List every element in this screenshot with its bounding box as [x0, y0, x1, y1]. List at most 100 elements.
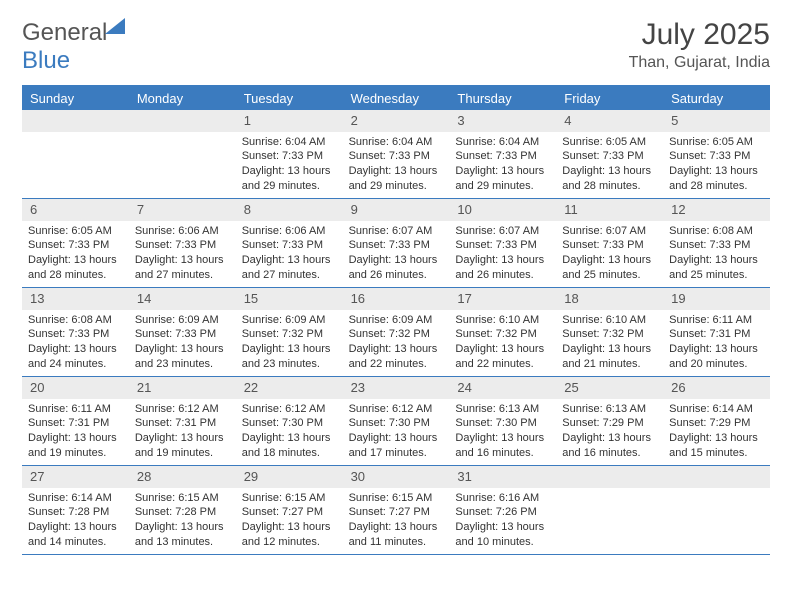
day-content: Sunrise: 6:15 AMSunset: 7:27 PMDaylight:… [236, 488, 343, 554]
day-number [556, 466, 663, 488]
day-number: 17 [449, 288, 556, 310]
calendar-week: 27Sunrise: 6:14 AMSunset: 7:28 PMDayligh… [22, 466, 770, 555]
day-header: Friday [556, 87, 663, 110]
day-number: 16 [343, 288, 450, 310]
day-number: 3 [449, 110, 556, 132]
calendar-day: 9Sunrise: 6:07 AMSunset: 7:33 PMDaylight… [343, 199, 450, 287]
calendar-day [556, 466, 663, 554]
day-number [22, 110, 129, 132]
day-header: Monday [129, 87, 236, 110]
day-content: Sunrise: 6:13 AMSunset: 7:29 PMDaylight:… [556, 399, 663, 465]
day-content: Sunrise: 6:12 AMSunset: 7:30 PMDaylight:… [236, 399, 343, 465]
calendar-day: 8Sunrise: 6:06 AMSunset: 7:33 PMDaylight… [236, 199, 343, 287]
logo: GeneralBlue [22, 18, 125, 75]
day-number: 23 [343, 377, 450, 399]
day-number: 31 [449, 466, 556, 488]
day-number: 15 [236, 288, 343, 310]
day-content: Sunrise: 6:14 AMSunset: 7:29 PMDaylight:… [663, 399, 770, 465]
day-content: Sunrise: 6:15 AMSunset: 7:28 PMDaylight:… [129, 488, 236, 554]
location-text: Than, Gujarat, India [629, 54, 770, 72]
calendar-day: 5Sunrise: 6:05 AMSunset: 7:33 PMDaylight… [663, 110, 770, 198]
day-content: Sunrise: 6:12 AMSunset: 7:31 PMDaylight:… [129, 399, 236, 465]
day-number: 9 [343, 199, 450, 221]
calendar-day: 4Sunrise: 6:05 AMSunset: 7:33 PMDaylight… [556, 110, 663, 198]
calendar-header-row: SundayMondayTuesdayWednesdayThursdayFrid… [22, 87, 770, 110]
day-number: 4 [556, 110, 663, 132]
day-number [663, 466, 770, 488]
calendar-week: 13Sunrise: 6:08 AMSunset: 7:33 PMDayligh… [22, 288, 770, 377]
day-header: Tuesday [236, 87, 343, 110]
logo-part2: Blue [22, 47, 70, 74]
calendar-day: 17Sunrise: 6:10 AMSunset: 7:32 PMDayligh… [449, 288, 556, 376]
day-number: 2 [343, 110, 450, 132]
day-number: 20 [22, 377, 129, 399]
day-number: 8 [236, 199, 343, 221]
day-number: 13 [22, 288, 129, 310]
day-number: 5 [663, 110, 770, 132]
day-number: 7 [129, 199, 236, 221]
day-header: Thursday [449, 87, 556, 110]
calendar-day: 14Sunrise: 6:09 AMSunset: 7:33 PMDayligh… [129, 288, 236, 376]
calendar-day: 16Sunrise: 6:09 AMSunset: 7:32 PMDayligh… [343, 288, 450, 376]
calendar: SundayMondayTuesdayWednesdayThursdayFrid… [22, 85, 770, 555]
calendar-day [663, 466, 770, 554]
day-header: Saturday [663, 87, 770, 110]
calendar-day: 1Sunrise: 6:04 AMSunset: 7:33 PMDaylight… [236, 110, 343, 198]
calendar-day: 6Sunrise: 6:05 AMSunset: 7:33 PMDaylight… [22, 199, 129, 287]
day-content: Sunrise: 6:06 AMSunset: 7:33 PMDaylight:… [129, 221, 236, 287]
day-content: Sunrise: 6:09 AMSunset: 7:33 PMDaylight:… [129, 310, 236, 376]
page-title: July 2025 [629, 18, 770, 52]
day-number: 19 [663, 288, 770, 310]
calendar-day: 23Sunrise: 6:12 AMSunset: 7:30 PMDayligh… [343, 377, 450, 465]
day-content: Sunrise: 6:16 AMSunset: 7:26 PMDaylight:… [449, 488, 556, 554]
day-content: Sunrise: 6:10 AMSunset: 7:32 PMDaylight:… [556, 310, 663, 376]
calendar-week: 1Sunrise: 6:04 AMSunset: 7:33 PMDaylight… [22, 110, 770, 199]
calendar-day: 19Sunrise: 6:11 AMSunset: 7:31 PMDayligh… [663, 288, 770, 376]
calendar-day: 3Sunrise: 6:04 AMSunset: 7:33 PMDaylight… [449, 110, 556, 198]
day-content: Sunrise: 6:15 AMSunset: 7:27 PMDaylight:… [343, 488, 450, 554]
calendar-week: 6Sunrise: 6:05 AMSunset: 7:33 PMDaylight… [22, 199, 770, 288]
day-content: Sunrise: 6:05 AMSunset: 7:33 PMDaylight:… [556, 132, 663, 198]
calendar-day: 12Sunrise: 6:08 AMSunset: 7:33 PMDayligh… [663, 199, 770, 287]
day-number: 24 [449, 377, 556, 399]
logo-text: GeneralBlue [22, 18, 125, 75]
day-content: Sunrise: 6:04 AMSunset: 7:33 PMDaylight:… [343, 132, 450, 198]
calendar-day: 30Sunrise: 6:15 AMSunset: 7:27 PMDayligh… [343, 466, 450, 554]
title-block: July 2025 Than, Gujarat, India [629, 18, 770, 72]
day-header: Wednesday [343, 87, 450, 110]
day-content: Sunrise: 6:07 AMSunset: 7:33 PMDaylight:… [449, 221, 556, 287]
calendar-day: 21Sunrise: 6:12 AMSunset: 7:31 PMDayligh… [129, 377, 236, 465]
day-number: 27 [22, 466, 129, 488]
day-content: Sunrise: 6:14 AMSunset: 7:28 PMDaylight:… [22, 488, 129, 554]
calendar-day: 15Sunrise: 6:09 AMSunset: 7:32 PMDayligh… [236, 288, 343, 376]
calendar-day: 24Sunrise: 6:13 AMSunset: 7:30 PMDayligh… [449, 377, 556, 465]
calendar-day [129, 110, 236, 198]
day-number: 6 [22, 199, 129, 221]
day-content: Sunrise: 6:04 AMSunset: 7:33 PMDaylight:… [449, 132, 556, 198]
day-header: Sunday [22, 87, 129, 110]
day-content: Sunrise: 6:08 AMSunset: 7:33 PMDaylight:… [663, 221, 770, 287]
calendar-day: 26Sunrise: 6:14 AMSunset: 7:29 PMDayligh… [663, 377, 770, 465]
day-content: Sunrise: 6:05 AMSunset: 7:33 PMDaylight:… [663, 132, 770, 198]
calendar-day: 2Sunrise: 6:04 AMSunset: 7:33 PMDaylight… [343, 110, 450, 198]
calendar-day: 20Sunrise: 6:11 AMSunset: 7:31 PMDayligh… [22, 377, 129, 465]
calendar-week: 20Sunrise: 6:11 AMSunset: 7:31 PMDayligh… [22, 377, 770, 466]
day-number: 18 [556, 288, 663, 310]
logo-triangle-icon [105, 18, 125, 34]
day-number: 14 [129, 288, 236, 310]
day-number: 21 [129, 377, 236, 399]
day-number: 22 [236, 377, 343, 399]
day-content: Sunrise: 6:12 AMSunset: 7:30 PMDaylight:… [343, 399, 450, 465]
calendar-day: 31Sunrise: 6:16 AMSunset: 7:26 PMDayligh… [449, 466, 556, 554]
day-content: Sunrise: 6:08 AMSunset: 7:33 PMDaylight:… [22, 310, 129, 376]
header: GeneralBlue July 2025 Than, Gujarat, Ind… [22, 18, 770, 75]
day-number: 11 [556, 199, 663, 221]
day-content: Sunrise: 6:13 AMSunset: 7:30 PMDaylight:… [449, 399, 556, 465]
calendar-day: 7Sunrise: 6:06 AMSunset: 7:33 PMDaylight… [129, 199, 236, 287]
calendar-body: 1Sunrise: 6:04 AMSunset: 7:33 PMDaylight… [22, 110, 770, 555]
day-number: 26 [663, 377, 770, 399]
day-number: 12 [663, 199, 770, 221]
day-content: Sunrise: 6:07 AMSunset: 7:33 PMDaylight:… [343, 221, 450, 287]
day-content: Sunrise: 6:04 AMSunset: 7:33 PMDaylight:… [236, 132, 343, 198]
calendar-day: 22Sunrise: 6:12 AMSunset: 7:30 PMDayligh… [236, 377, 343, 465]
